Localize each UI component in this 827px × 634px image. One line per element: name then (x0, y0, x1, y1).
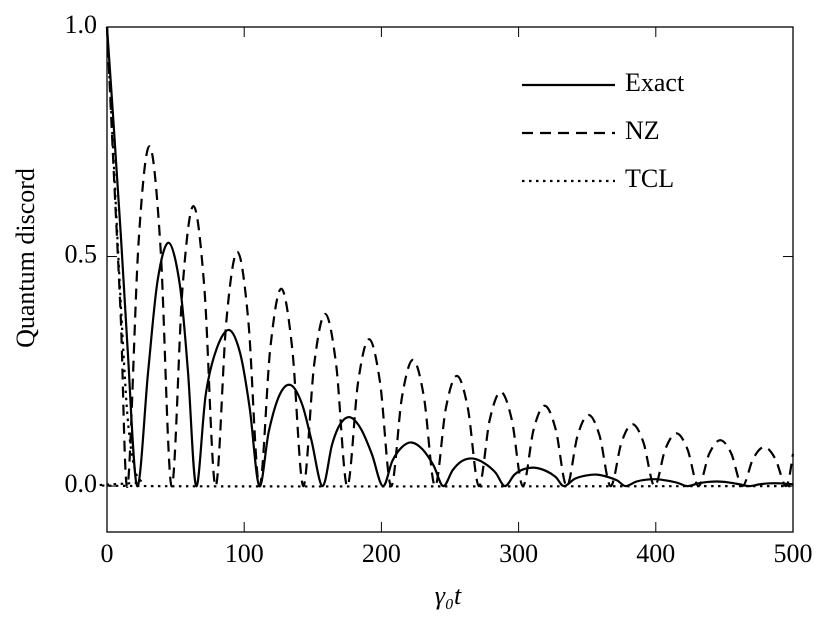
legend-label: Exact (625, 68, 685, 97)
x-tick-label: 300 (499, 539, 538, 568)
x-axis-label: γ₀t (435, 581, 462, 610)
data-line (105, 26, 795, 488)
legend-label: NZ (625, 116, 660, 145)
y-tick-label: 0.0 (65, 469, 98, 498)
x-tick-label: 100 (225, 539, 264, 568)
x-tick-label: 400 (636, 539, 675, 568)
data-line (97, 26, 794, 488)
x-tick-label: 500 (774, 539, 813, 568)
legend-label: TCL (625, 164, 674, 193)
plot-frame (106, 26, 794, 533)
y-axis-label: Quantum discord (11, 168, 40, 348)
y-tick-label: 1.0 (65, 10, 98, 39)
y-tick-label: 0.5 (65, 240, 98, 269)
x-tick-label: 0 (101, 539, 114, 568)
x-tick-label: 200 (362, 539, 401, 568)
data-line (105, 26, 794, 488)
